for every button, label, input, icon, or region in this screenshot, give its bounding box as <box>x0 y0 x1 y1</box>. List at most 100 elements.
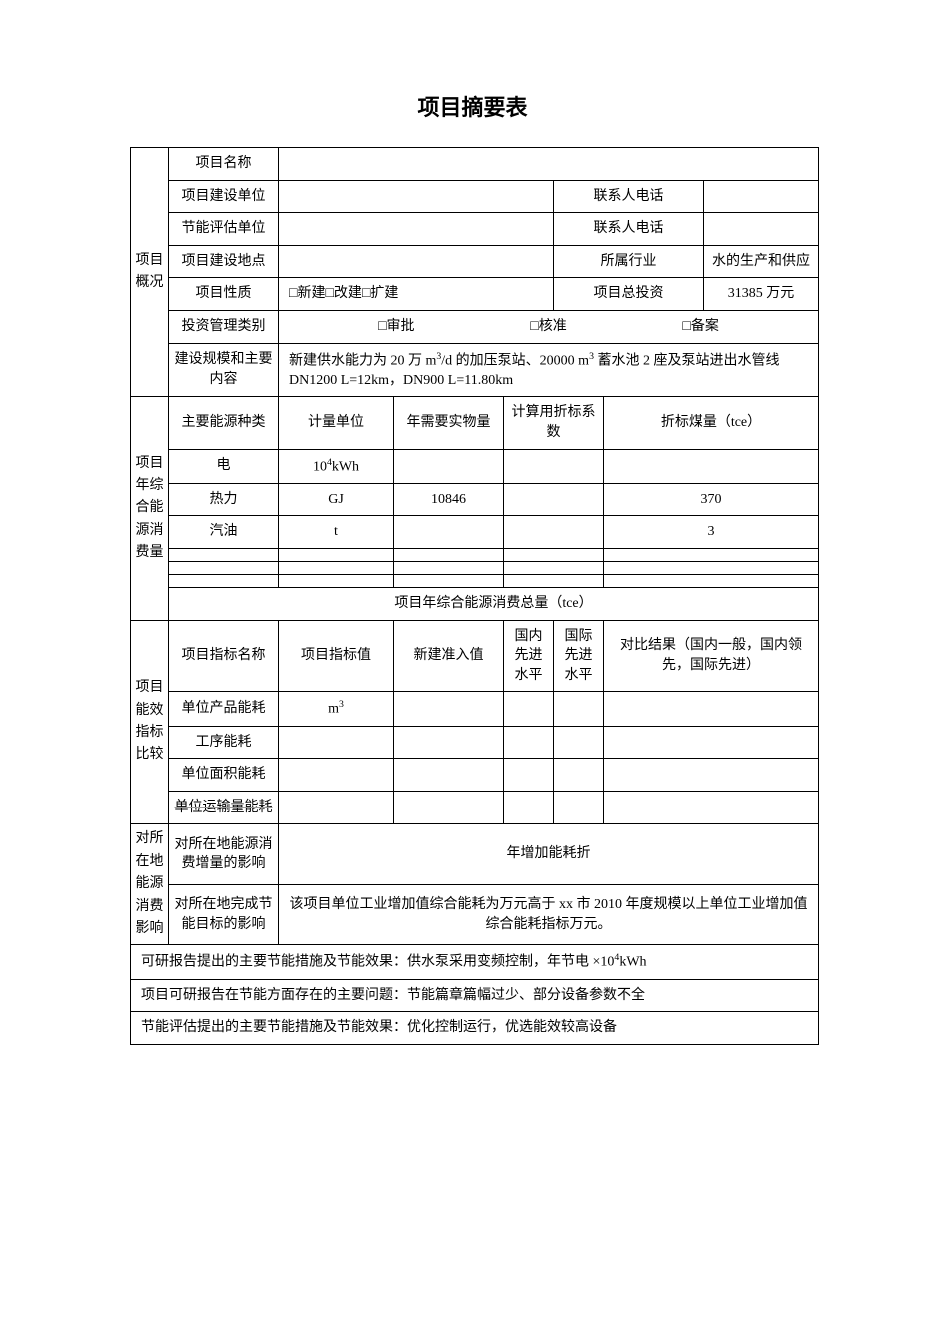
indicator-row-entry <box>394 726 504 759</box>
energy-row-unit <box>279 575 394 588</box>
section4-header: 对所在地能源消费影响 <box>131 824 169 945</box>
footer-row-1: 可研报告提出的主要节能措施及节能效果：供水泵采用变频控制，年节电 ×104kWh <box>131 945 819 979</box>
col-domestic: 国内先进水平 <box>504 620 554 692</box>
energy-row-demand <box>394 516 504 549</box>
value-scale-content: 新建供水能力为 20 万 m3/d 的加压泵站、20000 m3 蓄水池 2 座… <box>279 343 819 397</box>
col-compare: 对比结果（国内一般，国内领先，国际先进） <box>604 620 819 692</box>
energy-row-name <box>169 562 279 575</box>
energy-row-coef <box>504 549 604 562</box>
indicator-row-name: 单位运输量能耗 <box>169 791 279 824</box>
energy-row-unit: t <box>279 516 394 549</box>
label-industry: 所属行业 <box>554 245 704 278</box>
footer-row-2: 项目可研报告在节能方面存在的主要问题：节能篇章篇幅过少、部分设备参数不全 <box>131 979 819 1012</box>
indicator-row-intl <box>554 726 604 759</box>
value-build-location <box>279 245 554 278</box>
indicator-row-entry <box>394 791 504 824</box>
energy-row-coef <box>504 516 604 549</box>
label-project-nature: 项目性质 <box>169 278 279 311</box>
value-contact-phone-2 <box>704 213 819 246</box>
label-target-impact: 对所在地完成节能目标的影响 <box>169 884 279 944</box>
indicator-row-value <box>279 759 394 792</box>
label-project-name: 项目名称 <box>169 148 279 181</box>
col-unit: 计量单位 <box>279 397 394 449</box>
indicator-row-domestic <box>504 692 554 726</box>
energy-row-coef <box>504 483 604 516</box>
energy-row-coef <box>504 449 604 483</box>
label-contact-phone: 联系人电话 <box>554 180 704 213</box>
col-demand: 年需要实物量 <box>394 397 504 449</box>
indicator-row-domestic <box>504 791 554 824</box>
indicator-row-name: 单位产品能耗 <box>169 692 279 726</box>
value-invest-category: □审批 □核准 □备案 <box>279 310 819 343</box>
energy-row-coal: 370 <box>604 483 819 516</box>
indicator-row-intl <box>554 759 604 792</box>
label-local-impact: 对所在地能源消费增量的影响 <box>169 824 279 884</box>
value-build-unit <box>279 180 554 213</box>
energy-row-name: 汽油 <box>169 516 279 549</box>
col-indicator-value: 项目指标值 <box>279 620 394 692</box>
indicator-row-entry <box>394 759 504 792</box>
energy-row-demand: 10846 <box>394 483 504 516</box>
indicator-row-name: 工序能耗 <box>169 726 279 759</box>
energy-row-name: 电 <box>169 449 279 483</box>
energy-row-coal: 3 <box>604 516 819 549</box>
label-build-unit: 项目建设单位 <box>169 180 279 213</box>
col-indicator-name: 项目指标名称 <box>169 620 279 692</box>
col-coal-eq: 折标煤量（tce） <box>604 397 819 449</box>
energy-row-coal <box>604 575 819 588</box>
indicator-row-value: m3 <box>279 692 394 726</box>
indicator-row-compare <box>604 759 819 792</box>
label-contact-phone-2: 联系人电话 <box>554 213 704 246</box>
col-coef: 计算用折标系数 <box>504 397 604 449</box>
energy-row-coal <box>604 549 819 562</box>
indicator-row-name: 单位面积能耗 <box>169 759 279 792</box>
indicator-row-value <box>279 791 394 824</box>
indicator-row-value <box>279 726 394 759</box>
value-project-name <box>279 148 819 181</box>
energy-row-coef <box>504 575 604 588</box>
value-local-impact: 年增加能耗折 <box>279 824 819 884</box>
page-title: 项目摘要表 <box>130 90 815 122</box>
label-eval-unit: 节能评估单位 <box>169 213 279 246</box>
indicator-row-compare <box>604 791 819 824</box>
section3-header: 项目能效指标比较 <box>131 620 169 824</box>
energy-row-demand <box>394 449 504 483</box>
indicator-row-intl <box>554 791 604 824</box>
col-energy-type: 主要能源种类 <box>169 397 279 449</box>
value-contact-phone <box>704 180 819 213</box>
col-intl: 国际先进水平 <box>554 620 604 692</box>
indicator-row-domestic <box>504 726 554 759</box>
value-industry: 水的生产和供应 <box>704 245 819 278</box>
energy-row-name <box>169 575 279 588</box>
energy-row-coal <box>604 449 819 483</box>
label-total-invest: 项目总投资 <box>554 278 704 311</box>
footer-row-3: 节能评估提出的主要节能措施及节能效果：优化控制运行，优选能效较高设备 <box>131 1012 819 1045</box>
label-invest-category: 投资管理类别 <box>169 310 279 343</box>
value-total-invest: 31385 万元 <box>704 278 819 311</box>
energy-row-name: 热力 <box>169 483 279 516</box>
energy-row-unit <box>279 549 394 562</box>
summary-table: 项目概况 项目名称 项目建设单位 联系人电话 节能评估单位 联系人电话 项目建设… <box>130 147 819 1045</box>
indicator-row-entry <box>394 692 504 726</box>
energy-row-unit: GJ <box>279 483 394 516</box>
energy-row-demand <box>394 549 504 562</box>
value-eval-unit <box>279 213 554 246</box>
indicator-row-domestic <box>504 759 554 792</box>
indicator-row-compare <box>604 692 819 726</box>
energy-row-unit <box>279 562 394 575</box>
energy-row-demand <box>394 562 504 575</box>
section1-header: 项目概况 <box>131 148 169 397</box>
energy-total-label: 项目年综合能源消费总量（tce） <box>169 588 819 621</box>
energy-row-demand <box>394 575 504 588</box>
label-build-location: 项目建设地点 <box>169 245 279 278</box>
energy-row-coal <box>604 562 819 575</box>
col-entry-value: 新建准入值 <box>394 620 504 692</box>
indicator-row-intl <box>554 692 604 726</box>
energy-row-unit: 104kWh <box>279 449 394 483</box>
indicator-row-compare <box>604 726 819 759</box>
energy-row-coef <box>504 562 604 575</box>
label-scale-content: 建设规模和主要内容 <box>169 343 279 397</box>
value-project-nature: □新建□改建□扩建 <box>279 278 554 311</box>
section2-header: 项目年综合能源消费量 <box>131 397 169 620</box>
energy-row-name <box>169 549 279 562</box>
